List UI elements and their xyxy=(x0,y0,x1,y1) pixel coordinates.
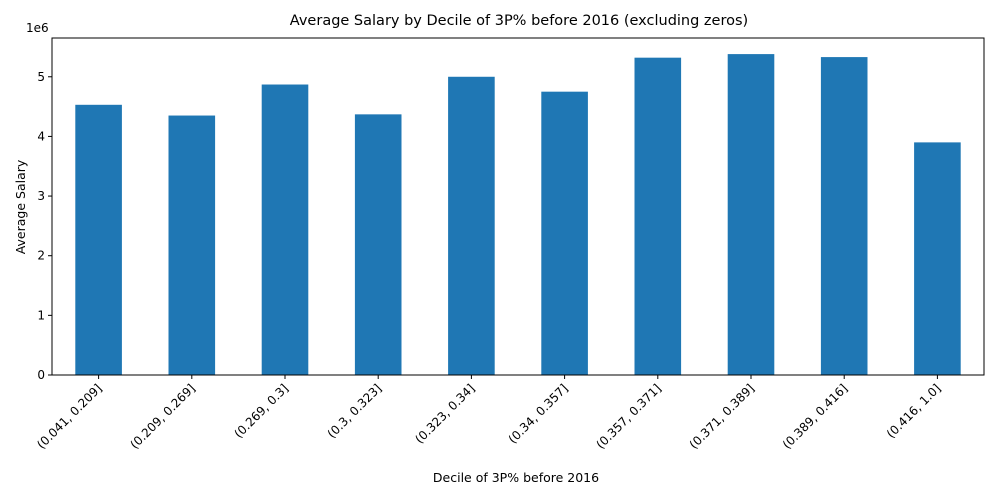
x-tick-label: (0.389, 0.416] xyxy=(780,381,851,452)
chart-title: Average Salary by Decile of 3P% before 2… xyxy=(290,13,748,29)
plot-frame xyxy=(51,37,985,376)
bar-2 xyxy=(168,115,216,375)
x-tick-label: (0.34, 0.357] xyxy=(506,381,571,446)
y-tick-label: 0 xyxy=(37,368,45,382)
x-tick-label: (0.416, 1.0] xyxy=(884,381,944,441)
bar-1 xyxy=(75,104,122,376)
x-tick-label: (0.323, 0.34] xyxy=(412,381,477,446)
x-tick-label: (0.209, 0.269] xyxy=(127,381,198,452)
y-tick-label: 2 xyxy=(37,249,45,263)
x-axis-label: Decile of 3P% before 2016 xyxy=(433,470,599,485)
x-tick-label: (0.269, 0.3] xyxy=(231,381,291,441)
bar-4 xyxy=(354,114,402,375)
y-tick-label: 3 xyxy=(37,189,45,203)
y-axis-label: Average Salary xyxy=(13,159,28,254)
x-tick-label: (0.3, 0.323] xyxy=(325,381,385,441)
y-axis-offset-label: 1e6 xyxy=(26,21,49,35)
y-tick-label: 4 xyxy=(37,129,45,143)
x-tick-label: (0.357, 0.371] xyxy=(593,381,664,452)
x-axis: (0.041, 0.209] (0.209, 0.269] (0.269, 0.3]… xyxy=(34,375,944,452)
bar-5 xyxy=(448,76,495,376)
x-tick-label: (0.371, 0.389] xyxy=(687,381,758,452)
bar-8 xyxy=(727,54,775,375)
bar-9 xyxy=(820,57,868,376)
y-axis: 0 1 2 3 4 5 xyxy=(37,70,52,382)
bar-10 xyxy=(914,142,961,375)
bar-7 xyxy=(634,57,682,376)
bars-group xyxy=(75,54,961,376)
bar-3 xyxy=(261,84,309,376)
x-tick-label: (0.041, 0.209] xyxy=(34,381,105,452)
y-tick-label: 5 xyxy=(37,70,45,84)
y-tick-label: 1 xyxy=(37,308,45,322)
bar-6 xyxy=(541,91,588,376)
